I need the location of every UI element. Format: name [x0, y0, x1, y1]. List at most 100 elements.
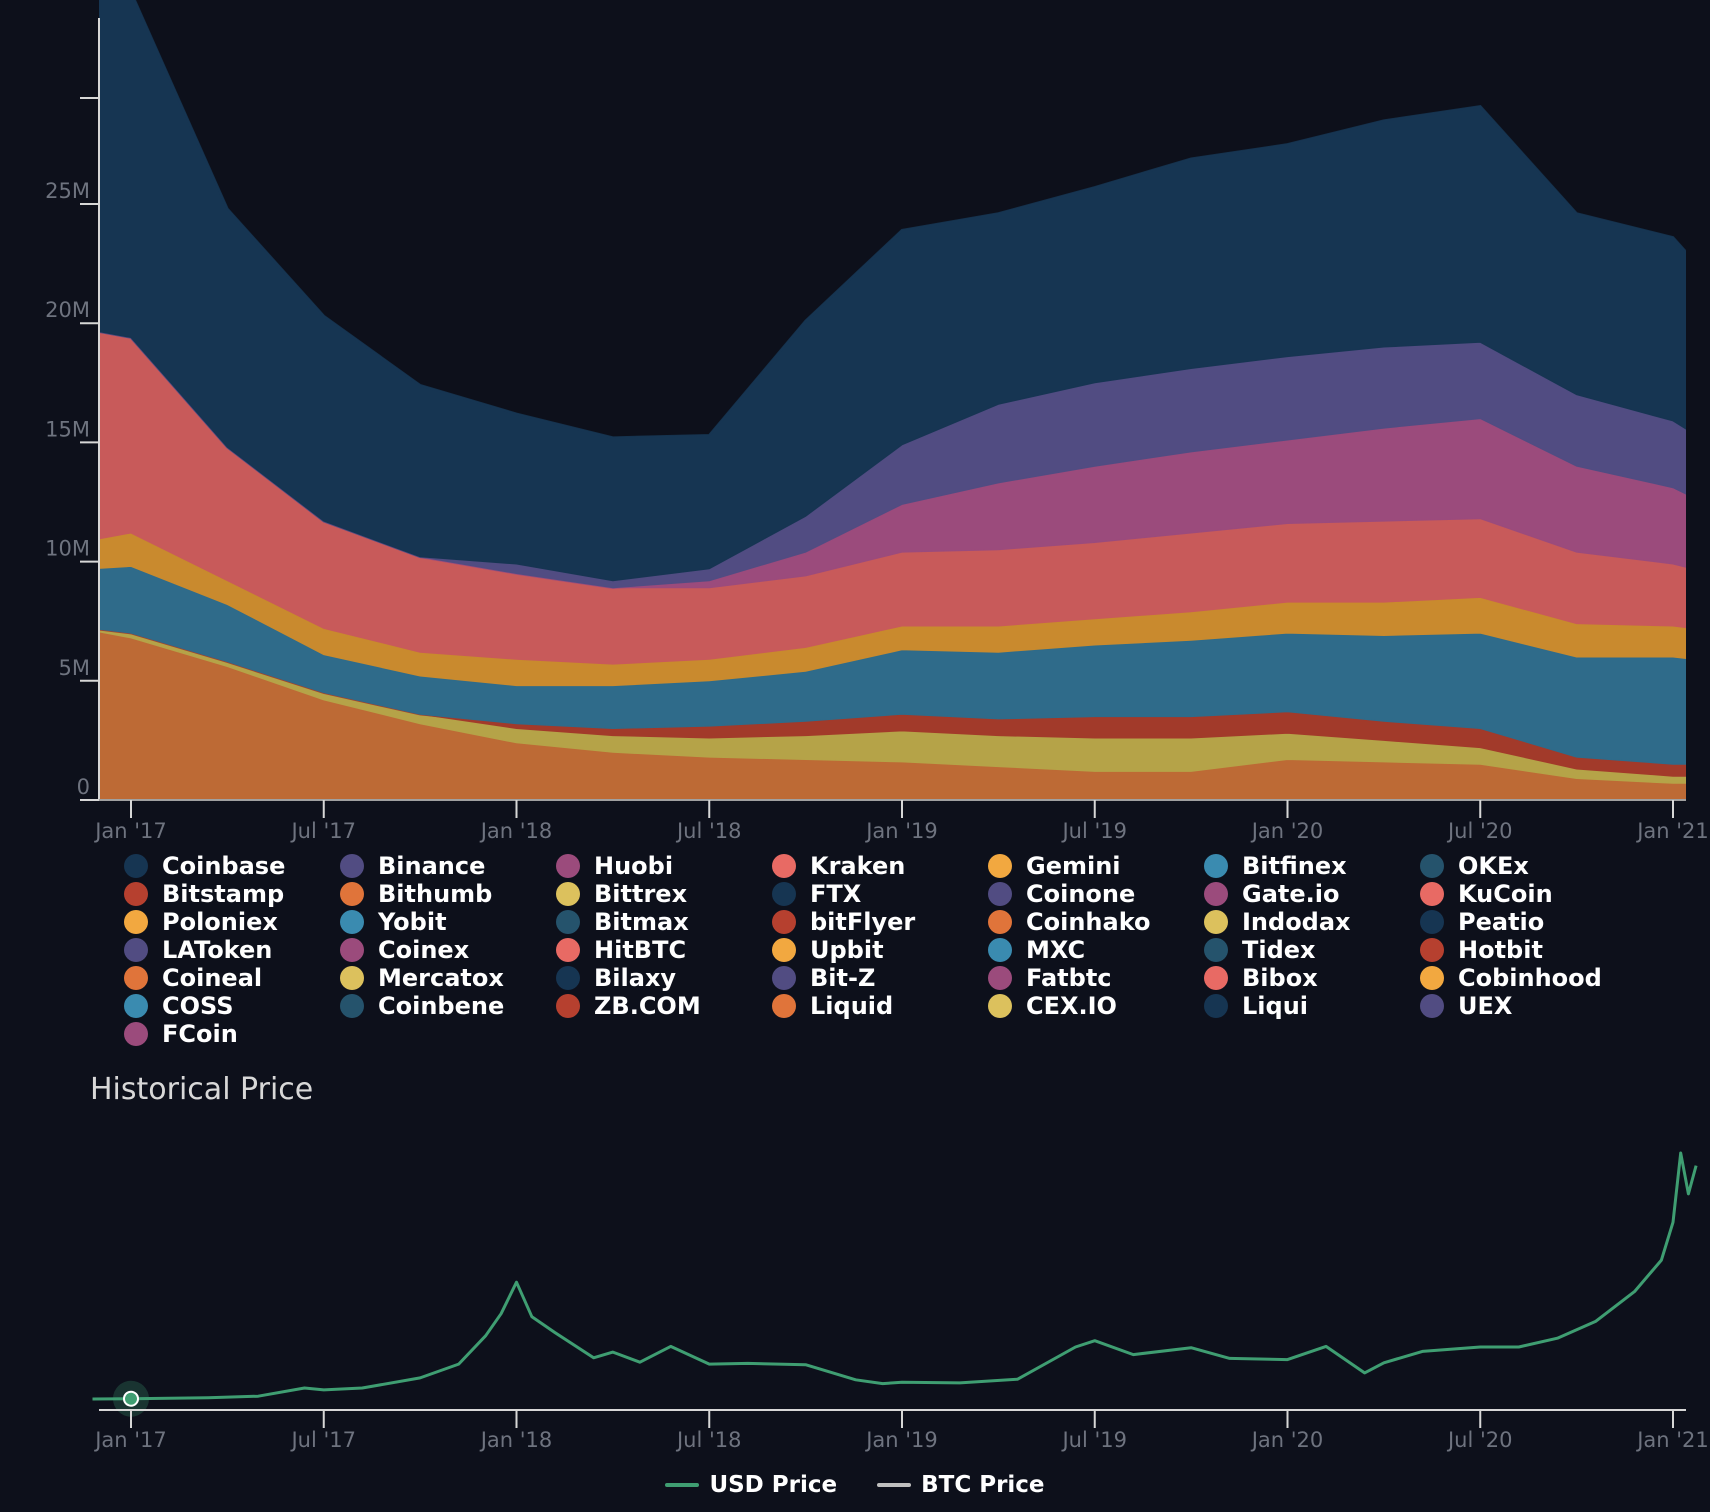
stacked-volume-chart: 0 5M 10M 15M 20M 25M Jan '17 Jul '17 Jan '18 Jul… [45, 0, 1709, 843]
stacked-areas [99, 0, 1686, 801]
price-x-tick-label: Jul '17 [289, 1428, 356, 1452]
legend-item-bibox[interactable]: Bibox [1204, 964, 1318, 992]
legend-swatch [556, 910, 580, 934]
legend-item-hotbit[interactable]: Hotbit [1420, 936, 1543, 964]
legend-item-fatbtc[interactable]: Fatbtc [988, 964, 1112, 992]
legend-item-huobi[interactable]: Huobi [556, 852, 673, 880]
legend-label: MXC [1026, 936, 1086, 964]
legend-label: Liqui [1242, 992, 1309, 1020]
legend-item-bit-z[interactable]: Bit-Z [772, 964, 875, 992]
legend-item-coss[interactable]: COSS [124, 992, 234, 1020]
legend-swatch [988, 938, 1012, 962]
legend-label: Gate.io [1242, 880, 1340, 908]
legend-label: Bit-Z [810, 964, 876, 992]
legend-item-kucoin[interactable]: KuCoin [1420, 880, 1553, 908]
price-legend-label: USD Price [709, 1472, 838, 1498]
legend-label: Binance [378, 852, 486, 880]
legend-item-cex-io[interactable]: CEX.IO [988, 992, 1117, 1020]
legend-item-bitstamp[interactable]: Bitstamp [124, 880, 284, 908]
legend-swatch [556, 854, 580, 878]
legend-label: bitFlyer [810, 908, 916, 936]
legend-item-uex[interactable]: UEX [1420, 992, 1512, 1020]
price-x-tick-label: Jan '17 [93, 1428, 167, 1452]
price-legend-swatch [665, 1483, 700, 1487]
legend-swatch [772, 994, 796, 1018]
legend-item-mxc[interactable]: MXC [988, 936, 1085, 964]
legend-item-coinex[interactable]: Coinex [340, 936, 469, 964]
x-tick-label: Jul '20 [1446, 819, 1513, 843]
legend-item-liquid[interactable]: Liquid [772, 992, 893, 1020]
legend-swatch [340, 938, 364, 962]
legend-item-cobinhood[interactable]: Cobinhood [1420, 964, 1602, 992]
legend-item-bitmax[interactable]: Bitmax [556, 908, 689, 936]
legend-label: Coinone [1026, 880, 1136, 908]
price-x-tick-label: Jul '19 [1060, 1428, 1127, 1452]
legend-swatch [772, 910, 796, 934]
price-x-axis: Jan '17 Jul '17 Jan '18 Jul '18 Jan '19 Jul '… [93, 1409, 1709, 1452]
price-legend-btc-price[interactable]: BTC Price [877, 1472, 1045, 1498]
legend-item-bitfinex[interactable]: Bitfinex [1204, 852, 1347, 880]
legend-item-peatio[interactable]: Peatio [1420, 908, 1544, 936]
legend-label: Upbit [810, 936, 884, 964]
x-tick-label: Jan '20 [1250, 819, 1324, 843]
y-tick-label: 0 [77, 775, 90, 799]
legend-item-binance[interactable]: Binance [340, 852, 485, 880]
legend-item-okex[interactable]: OKEx [1420, 852, 1529, 880]
legend-label: Huobi [594, 852, 674, 880]
legend-item-tidex[interactable]: Tidex [1204, 936, 1316, 964]
legend-swatch [124, 1022, 148, 1046]
legend-item-bithumb[interactable]: Bithumb [340, 880, 492, 908]
legend-label: FTX [810, 880, 862, 908]
legend-item-gemini[interactable]: Gemini [988, 852, 1121, 880]
legend-label: UEX [1458, 992, 1513, 1020]
price-legend-swatch [877, 1483, 912, 1487]
legend-item-coinbene[interactable]: Coinbene [340, 992, 504, 1020]
price-legend-usd-price[interactable]: USD Price [665, 1472, 837, 1498]
price-legend-label: BTC Price [921, 1472, 1045, 1498]
legend-item-bitflyer[interactable]: bitFlyer [772, 908, 915, 936]
legend-label: Tidex [1242, 936, 1316, 964]
legend-label: Bittrex [594, 880, 688, 908]
legend-label: Coinbene [378, 992, 505, 1020]
legend-item-upbit[interactable]: Upbit [772, 936, 884, 964]
legend-swatch [1420, 854, 1444, 878]
legend-label: KuCoin [1458, 880, 1553, 908]
price-x-tick-label: Jan '19 [864, 1428, 938, 1452]
legend-label: Yobit [378, 908, 447, 936]
y-tick-label: 25M [45, 179, 90, 203]
legend-item-mercatox[interactable]: Mercatox [340, 964, 504, 992]
legend-swatch [340, 994, 364, 1018]
legend-label: LAToken [162, 936, 273, 964]
legend-swatch [772, 854, 796, 878]
legend-item-yobit[interactable]: Yobit [340, 908, 447, 936]
legend-swatch [556, 966, 580, 990]
legend-swatch [772, 966, 796, 990]
legend-item-coinbase[interactable]: Coinbase [124, 852, 285, 880]
legend-item-bittrex[interactable]: Bittrex [556, 880, 687, 908]
legend-item-hitbtc[interactable]: HitBTC [556, 936, 686, 964]
legend-swatch [556, 994, 580, 1018]
y-tick-label: 10M [45, 537, 90, 561]
legend-swatch [988, 854, 1012, 878]
legend-swatch [1420, 966, 1444, 990]
legend-item-coineal[interactable]: Coineal [124, 964, 262, 992]
legend-item-ftx[interactable]: FTX [772, 880, 861, 908]
legend-item-zb-com[interactable]: ZB.COM [556, 992, 701, 1020]
legend-item-gate-io[interactable]: Gate.io [1204, 880, 1339, 908]
legend-item-poloniex[interactable]: Poloniex [124, 908, 278, 936]
legend-item-indodax[interactable]: Indodax [1204, 908, 1351, 936]
legend-item-liqui[interactable]: Liqui [1204, 992, 1308, 1020]
price-x-tick-label: Jul '20 [1446, 1428, 1513, 1452]
legend-item-latoken[interactable]: LAToken [124, 936, 272, 964]
legend-swatch [1204, 994, 1228, 1018]
legend-swatch [124, 854, 148, 878]
legend-item-coinone[interactable]: Coinone [988, 880, 1135, 908]
legend-item-fcoin[interactable]: FCoin [124, 1020, 238, 1048]
legend-item-kraken[interactable]: Kraken [772, 852, 905, 880]
legend-item-coinhako[interactable]: Coinhako [988, 908, 1151, 936]
price-plot [92, 1151, 1698, 1417]
legend-item-bilaxy[interactable]: Bilaxy [556, 964, 676, 992]
legend-label: Coinbase [162, 852, 286, 880]
legend-swatch [340, 910, 364, 934]
legend-swatch [340, 854, 364, 878]
